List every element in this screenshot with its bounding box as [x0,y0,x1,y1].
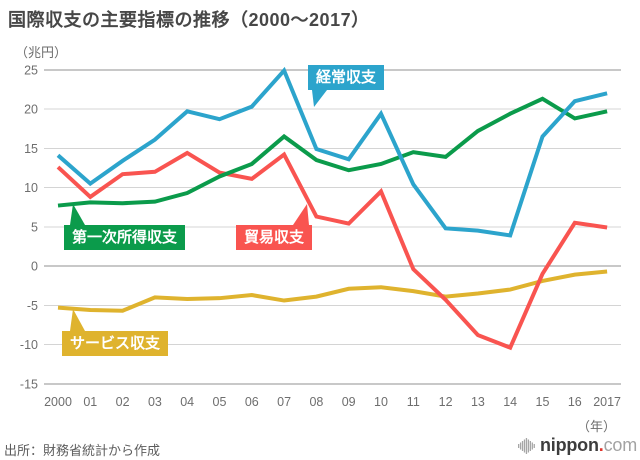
y-axis-tick-label: -10 [20,338,38,352]
y-axis-tick-label: 25 [24,63,38,77]
x-axis-tick-label: 11 [407,395,420,409]
x-axis-tick-label: 03 [148,395,162,409]
x-axis-tick-label: 2017 [593,395,621,409]
x-axis-tick-label: 15 [536,395,550,409]
x-axis-tick-label: 02 [116,395,130,409]
nippon-logo-text: nippon.com [540,435,637,456]
y-axis-tick-label: 5 [31,220,38,234]
x-axis-unit-label: （年） [576,419,616,434]
series-line-第一次所得収支 [57,96,608,208]
series-line-貿易収支 [56,150,608,351]
x-axis-tick-label: 2000 [44,395,72,409]
logo-tld: com [603,435,638,455]
y-axis-tick-label: 20 [24,103,38,117]
x-axis-tick-label: 13 [471,395,485,409]
x-axis-tick-label: 09 [342,395,356,409]
x-axis-tick-label: 12 [439,395,453,409]
legend-callout-current-account: 経常収支 [308,65,385,107]
x-axis-tick-label: 04 [180,395,194,409]
logo-name: nippon [540,435,599,455]
x-axis-tick-label: 08 [309,395,323,409]
x-axis-tick-label: 05 [213,395,227,409]
series-line-サービス収支 [57,269,608,313]
y-axis-tick-label: -15 [20,377,38,391]
logo-dot: . [598,435,604,455]
x-axis-tick-label: 06 [245,395,259,409]
source-note: 出所：財務省統計から作成 [4,443,161,458]
y-axis-tick-label: 15 [24,142,38,156]
x-axis-tick-label: 07 [277,395,291,409]
y-axis-tick-label: 10 [24,181,38,195]
nippon-logo-icon [518,437,535,454]
legend-callout-primary-income: 第一次所得収支 [64,204,186,250]
y-axis-tick-label: -5 [27,299,38,313]
x-axis-tick-label: 01 [83,395,97,409]
y-axis-tick-label: 0 [31,260,38,274]
x-axis-tick-label: 16 [568,395,582,409]
legend-callout-services-balance: サービス収支 [62,309,169,356]
x-axis-tick-label: 10 [374,395,388,409]
y-axis-unit-label: （兆円） [15,45,68,60]
x-axis-tick-label: 14 [503,395,517,409]
legend-callout-trade-balance: 貿易収支 [236,204,313,250]
chart-title: 国際収支の主要指標の推移（2000〜2017） [8,10,370,30]
series-line-経常収支 [56,66,608,238]
nippon-logo: nippon.com [518,435,637,456]
